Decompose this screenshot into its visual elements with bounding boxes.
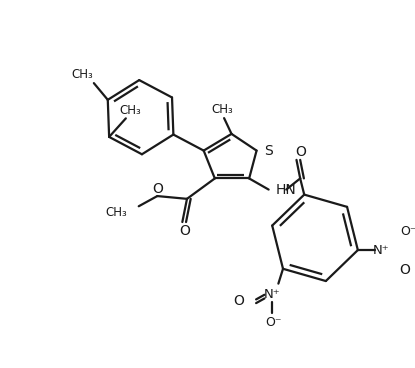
Text: O: O xyxy=(179,224,190,238)
Text: N⁺: N⁺ xyxy=(264,288,280,301)
Text: N⁺: N⁺ xyxy=(373,244,389,256)
Text: HN: HN xyxy=(275,183,296,197)
Text: O: O xyxy=(233,294,244,308)
Text: CH₃: CH₃ xyxy=(211,103,233,116)
Text: S: S xyxy=(264,144,273,158)
Text: O⁻: O⁻ xyxy=(266,316,282,329)
Text: O: O xyxy=(400,262,410,277)
Text: O: O xyxy=(295,145,307,159)
Text: O⁻: O⁻ xyxy=(400,225,415,238)
Text: O: O xyxy=(152,182,163,196)
Text: CH₃: CH₃ xyxy=(72,68,94,81)
Text: CH₃: CH₃ xyxy=(105,206,127,219)
Text: CH₃: CH₃ xyxy=(120,103,142,117)
